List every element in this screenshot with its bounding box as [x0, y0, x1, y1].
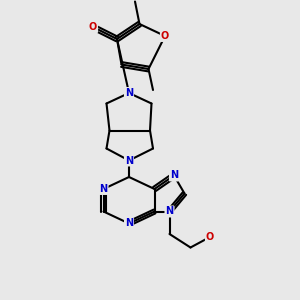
Text: N: N — [165, 206, 174, 217]
Text: N: N — [125, 155, 133, 166]
Text: O: O — [161, 31, 169, 41]
Text: N: N — [125, 218, 133, 229]
Text: N: N — [170, 170, 178, 181]
Text: N: N — [99, 184, 108, 194]
Text: N: N — [125, 88, 133, 98]
Text: O: O — [89, 22, 97, 32]
Text: O: O — [206, 232, 214, 242]
